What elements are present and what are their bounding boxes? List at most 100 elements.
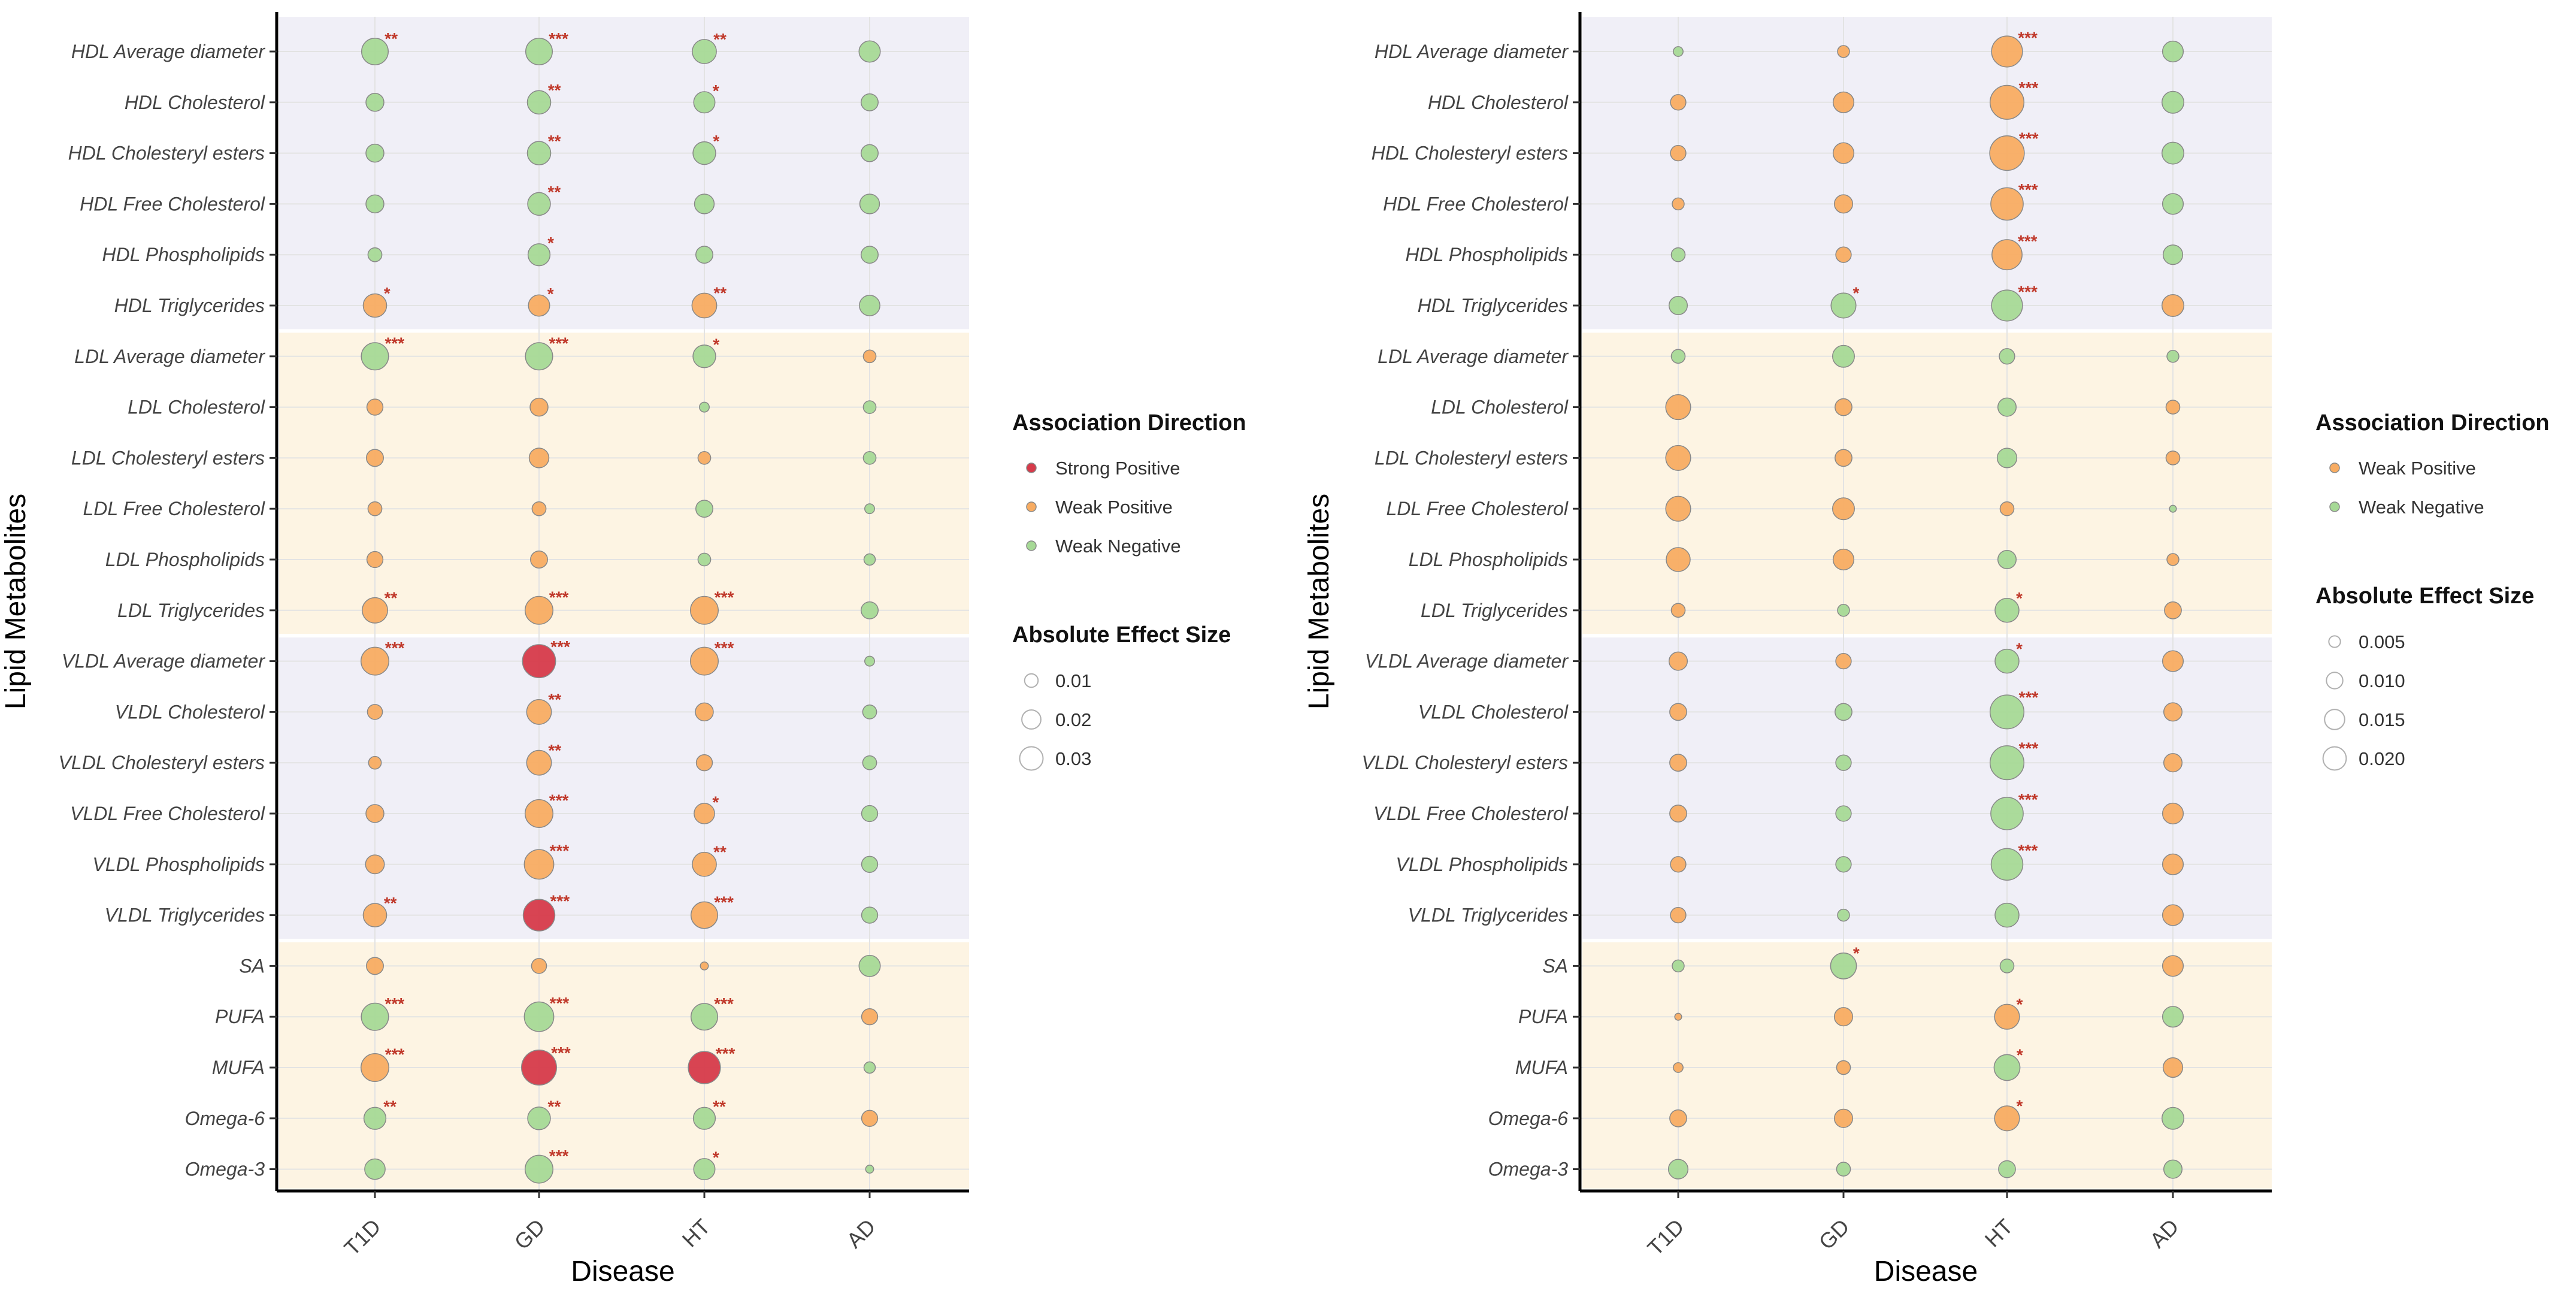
bubble xyxy=(1989,135,2025,171)
bubble xyxy=(1997,549,2017,570)
bubble xyxy=(1672,197,1685,211)
y-tick-label: HDL Free Cholesterol xyxy=(1383,193,1569,214)
bubble xyxy=(861,601,879,619)
bubble xyxy=(1994,648,2020,674)
bubble xyxy=(1835,449,1852,467)
bubble xyxy=(691,901,718,929)
bubble xyxy=(1833,1108,1854,1128)
significance-label: *** xyxy=(549,29,568,48)
y-tick-label: HDL Cholesterol xyxy=(1428,92,1569,113)
x-tick-label: HT xyxy=(677,1214,715,1252)
legend-label-weak-positive: Weak Positive xyxy=(1055,497,1173,518)
bubble xyxy=(365,143,385,163)
bubble xyxy=(2162,40,2184,63)
y-tick-label: LDL Triglycerides xyxy=(1421,600,1568,621)
bubble xyxy=(695,754,713,772)
bubble xyxy=(526,749,552,776)
bubble xyxy=(1665,394,1691,421)
bubble xyxy=(2161,90,2185,114)
significance-label: ** xyxy=(548,81,561,99)
band-vldl xyxy=(279,637,969,939)
bubble xyxy=(1670,144,1687,162)
bubble xyxy=(366,551,384,569)
y-tick-label: MUFA xyxy=(212,1057,265,1078)
bubble xyxy=(692,851,717,877)
bubble xyxy=(700,961,709,970)
y-tick-label: HDL Phospholipids xyxy=(102,244,265,265)
bubble xyxy=(1670,603,1686,618)
bubble xyxy=(1997,397,2017,417)
bubble xyxy=(1989,84,2025,120)
bubble xyxy=(526,90,552,115)
bubble xyxy=(861,144,879,162)
bubble xyxy=(1668,651,1688,671)
bubble xyxy=(694,803,715,824)
band-hdl xyxy=(1582,17,2272,329)
significance-label: * xyxy=(1852,284,1859,303)
significance-label: ** xyxy=(713,1098,726,1116)
bubble xyxy=(1836,1060,1851,1075)
legend-swatch-weak-negative xyxy=(1026,540,1037,551)
bubble xyxy=(861,1008,879,1026)
significance-label: * xyxy=(713,335,719,353)
bubble xyxy=(1999,959,2015,973)
bubble xyxy=(522,644,556,679)
bubble xyxy=(1994,598,2020,623)
legend-swatch-weak-positive xyxy=(1026,501,1037,512)
bubble xyxy=(2163,1159,2183,1179)
significance-label: *** xyxy=(550,842,570,860)
bubble xyxy=(1833,1007,1854,1027)
bubble xyxy=(865,1165,874,1174)
significance-label: *** xyxy=(2018,841,2038,860)
bubble xyxy=(862,755,877,770)
bubble xyxy=(365,93,385,112)
bubble xyxy=(365,804,385,823)
bubble xyxy=(862,349,877,364)
bubble xyxy=(1835,246,1852,263)
bubble xyxy=(525,799,553,828)
bubble xyxy=(362,903,388,927)
bubble xyxy=(528,294,550,317)
y-tick-label: VLDL Triglycerides xyxy=(1408,905,1568,926)
bubble xyxy=(2166,553,2180,566)
legend-size-title: Absolute Effect Size xyxy=(2315,583,2534,609)
bubble xyxy=(1832,497,1855,521)
legend-size-circle xyxy=(2328,635,2341,648)
bubble xyxy=(690,646,719,676)
bubble xyxy=(525,595,553,625)
y-tick-label: LDL Free Cholesterol xyxy=(1386,498,1568,519)
y-tick-label: LDL Cholesterol xyxy=(128,397,265,418)
bubble xyxy=(1833,194,1854,214)
significance-label: *** xyxy=(551,1044,571,1062)
bubble xyxy=(2162,955,2184,977)
bubble xyxy=(1837,45,1850,58)
y-tick-label: HDL Average diameter xyxy=(71,41,265,62)
bubble xyxy=(1990,187,2024,221)
x-tick-label: AD xyxy=(841,1214,880,1253)
significance-label: *** xyxy=(2018,180,2038,199)
bubble xyxy=(859,295,880,316)
bubble xyxy=(1832,344,1855,368)
bubble xyxy=(1668,295,1688,316)
y-tick-label: PUFA xyxy=(1518,1006,1568,1027)
bubble xyxy=(1989,694,2025,730)
x-tick-label: GD xyxy=(509,1214,549,1254)
y-tick-label: Omega-3 xyxy=(1488,1159,1569,1180)
significance-label: *** xyxy=(2018,232,2038,250)
legend-size-circle xyxy=(2326,672,2344,690)
legend-label-strong-positive: Strong Positive xyxy=(1055,458,1180,479)
band-fatty-acids xyxy=(1582,942,2272,1189)
y-tick-label: LDL Cholesteryl esters xyxy=(1375,447,1568,468)
bubble xyxy=(862,705,877,719)
significance-label: ** xyxy=(547,183,561,201)
significance-label: *** xyxy=(385,1045,405,1064)
bubble xyxy=(526,141,552,165)
bubble xyxy=(2161,141,2185,165)
bubble xyxy=(861,246,879,264)
bubble xyxy=(692,141,716,165)
significance-label: *** xyxy=(714,893,734,912)
significance-label: * xyxy=(547,285,554,303)
y-tick-label: VLDL Phospholipids xyxy=(1396,854,1568,875)
legend-swatch-weak-negative xyxy=(2329,501,2340,512)
